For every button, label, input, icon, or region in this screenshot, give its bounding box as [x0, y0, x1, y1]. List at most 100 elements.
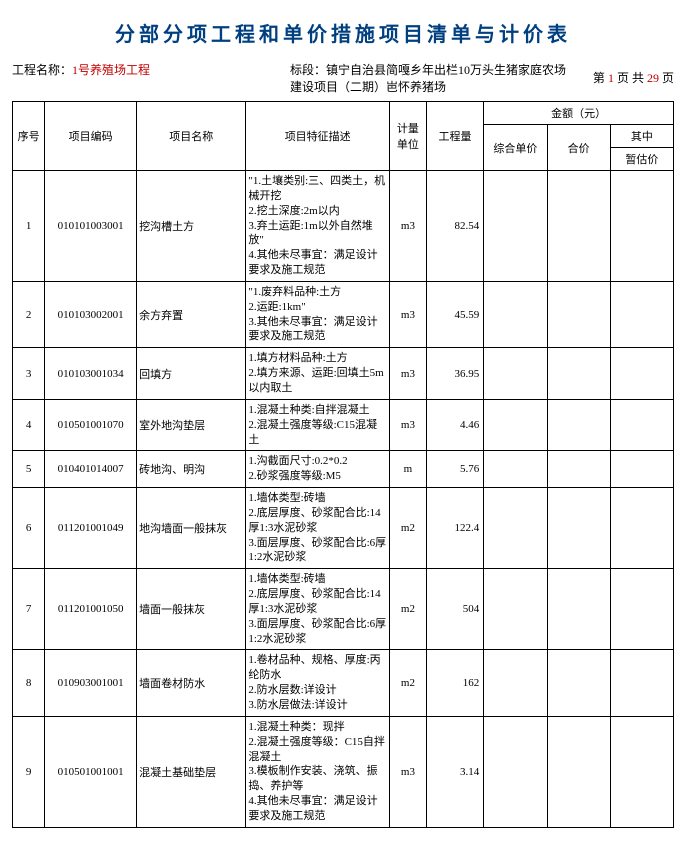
cell-desc: 1.填方材料品种:土方2.填方来源、运距:回填土5m以内取土	[246, 348, 390, 400]
cell-qty: 4.46	[426, 399, 483, 451]
cell-qty: 162	[426, 650, 483, 716]
cell-qty: 82.54	[426, 171, 483, 282]
page-current: 1	[608, 71, 614, 85]
cell-name: 挖沟槽土方	[137, 171, 246, 282]
cell-qty: 3.14	[426, 716, 483, 827]
section-label: 标段：	[290, 63, 326, 77]
cell-name: 混凝土基础垫层	[137, 716, 246, 827]
cell-unit: m3	[390, 716, 427, 827]
cell-code: 010501001070	[45, 399, 137, 451]
cell-unit: m3	[390, 348, 427, 400]
cell-qty: 504	[426, 569, 483, 650]
page-suffix: 页	[662, 71, 674, 85]
cell-desc: 1.沟截面尺寸:0.2*0.22.砂浆强度等级:M5	[246, 451, 390, 488]
cell-unit-price	[484, 488, 547, 569]
section-block: 标段：镇宁自治县简嘎乡年出栏10万头生猪家庭农场建设项目（二期）岜怀养猪场	[290, 61, 568, 95]
th-amount: 金额（元）	[484, 102, 674, 125]
cell-qty: 5.76	[426, 451, 483, 488]
cell-unit-price	[484, 716, 547, 827]
cell-name: 室外地沟垫层	[137, 399, 246, 451]
cell-temp	[610, 451, 673, 488]
cell-total	[547, 650, 610, 716]
table-row: 7011201001050墙面一般抹灰1.墙体类型:砖墙2.底层厚度、砂浆配合比…	[13, 569, 674, 650]
th-code: 项目编码	[45, 102, 137, 171]
table-row: 8010903001001墙面卷材防水1.卷材品种、规格、厚度:丙纶防水2.防水…	[13, 650, 674, 716]
cell-unit-price	[484, 281, 547, 347]
cell-temp	[610, 348, 673, 400]
project-value: 1号养殖场工程	[72, 63, 150, 77]
table-row: 5010401014007砖地沟、明沟1.沟截面尺寸:0.2*0.22.砂浆强度…	[13, 451, 674, 488]
page-total: 29	[647, 71, 659, 85]
cell-unit: m3	[390, 399, 427, 451]
cell-code: 010103001034	[45, 348, 137, 400]
cell-desc: 1.混凝土种类：现拌2.混凝土强度等级：C15自拌混凝土3.模板制作安装、浇筑、…	[246, 716, 390, 827]
th-name: 项目名称	[137, 102, 246, 171]
cell-unit-price	[484, 451, 547, 488]
th-seq: 序号	[13, 102, 45, 171]
cell-unit: m3	[390, 281, 427, 347]
th-total: 合价	[547, 125, 610, 171]
cell-code: 011201001049	[45, 488, 137, 569]
th-desc: 项目特征描述	[246, 102, 390, 171]
th-sub: 其中	[610, 125, 673, 148]
cell-seq: 2	[13, 281, 45, 347]
cell-temp	[610, 281, 673, 347]
cell-name: 回填方	[137, 348, 246, 400]
cell-temp	[610, 171, 673, 282]
cell-name: 地沟墙面一般抹灰	[137, 488, 246, 569]
cell-name: 余方弃置	[137, 281, 246, 347]
cell-seq: 1	[13, 171, 45, 282]
cell-unit-price	[484, 569, 547, 650]
cell-code: 010103002001	[45, 281, 137, 347]
cell-qty: 36.95	[426, 348, 483, 400]
cell-code: 010501001001	[45, 716, 137, 827]
table-row: 3010103001034回填方1.填方材料品种:土方2.填方来源、运距:回填土…	[13, 348, 674, 400]
cell-desc: 1.卷材品种、规格、厚度:丙纶防水2.防水层数:详设计3.防水层做法:详设计	[246, 650, 390, 716]
cell-code: 010401014007	[45, 451, 137, 488]
cell-temp	[610, 716, 673, 827]
cell-seq: 7	[13, 569, 45, 650]
page-indicator: 第 1 页 共 29 页	[568, 61, 674, 86]
cell-total	[547, 348, 610, 400]
th-qty: 工程量	[426, 102, 483, 171]
cell-unit: m2	[390, 488, 427, 569]
cell-unit: m3	[390, 171, 427, 282]
th-unit-price: 综合单价	[484, 125, 547, 171]
cell-total	[547, 569, 610, 650]
meta-row: 工程名称：1号养殖场工程 标段：镇宁自治县简嘎乡年出栏10万头生猪家庭农场建设项…	[12, 61, 674, 95]
cell-temp	[610, 399, 673, 451]
boq-table: 序号 项目编码 项目名称 项目特征描述 计量单位 工程量 金额（元） 综合单价 …	[12, 101, 674, 828]
cell-total	[547, 716, 610, 827]
cell-temp	[610, 650, 673, 716]
cell-unit: m	[390, 451, 427, 488]
cell-total	[547, 171, 610, 282]
cell-desc: "1.废弃料品种:土方2.运距:1km"3.其他未尽事宜：满足设计要求及施工规范	[246, 281, 390, 347]
cell-seq: 9	[13, 716, 45, 827]
cell-name: 墙面卷材防水	[137, 650, 246, 716]
cell-desc: "1.土壤类别:三、四类土，机械开挖2.挖土深度:2m以内3.弃土运距:1m以外…	[246, 171, 390, 282]
cell-name: 墙面一般抹灰	[137, 569, 246, 650]
cell-desc: 1.混凝土种类:自拌混凝土2.混凝土强度等级:C15混凝土	[246, 399, 390, 451]
cell-desc: 1.墙体类型:砖墙2.底层厚度、砂浆配合比:14厚1:3水泥砂浆3.面层厚度、砂…	[246, 488, 390, 569]
cell-seq: 3	[13, 348, 45, 400]
project-label: 工程名称：	[12, 63, 72, 77]
cell-code: 010903001001	[45, 650, 137, 716]
cell-unit-price	[484, 171, 547, 282]
cell-seq: 4	[13, 399, 45, 451]
page-mid: 页 共	[617, 71, 644, 85]
cell-total	[547, 399, 610, 451]
table-row: 9010501001001混凝土基础垫层1.混凝土种类：现拌2.混凝土强度等级：…	[13, 716, 674, 827]
page-title: 分部分项工程和单价措施项目清单与计价表	[12, 18, 674, 47]
cell-total	[547, 281, 610, 347]
cell-total	[547, 488, 610, 569]
project-block: 工程名称：1号养殖场工程	[12, 61, 290, 78]
page-prefix: 第	[593, 71, 605, 85]
cell-name: 砖地沟、明沟	[137, 451, 246, 488]
table-row: 1010101003001挖沟槽土方"1.土壤类别:三、四类土，机械开挖2.挖土…	[13, 171, 674, 282]
table-row: 6011201001049地沟墙面一般抹灰1.墙体类型:砖墙2.底层厚度、砂浆配…	[13, 488, 674, 569]
section-value: 镇宁自治县简嘎乡年出栏10万头生猪家庭农场建设项目（二期）岜怀养猪场	[290, 63, 566, 94]
th-unit: 计量单位	[390, 102, 427, 171]
cell-temp	[610, 569, 673, 650]
cell-qty: 45.59	[426, 281, 483, 347]
cell-code: 011201001050	[45, 569, 137, 650]
